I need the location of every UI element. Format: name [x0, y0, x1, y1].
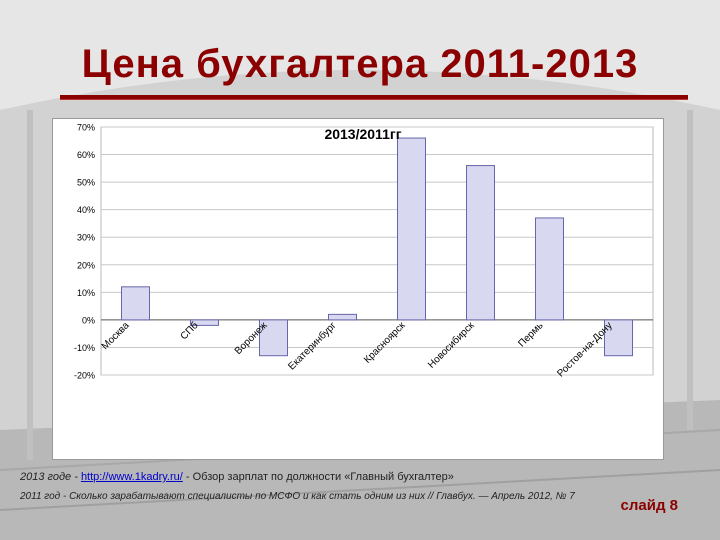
y-axis-ticks: 70% 60% 50% 40% 30% 20% 10% 0% -10% -20% [74, 123, 95, 381]
bar [190, 319, 219, 326]
slide-title: Цена бухгалтера 2011-2013 [81, 42, 639, 86]
bars [121, 137, 633, 357]
bar [397, 137, 426, 321]
y-tick-label: -20% [74, 371, 95, 381]
y-tick-label: 60% [77, 150, 95, 160]
y-tick-label: 30% [77, 233, 95, 243]
bar [121, 286, 150, 321]
y-tick-label: 70% [77, 123, 95, 133]
y-tick-label: 50% [77, 178, 95, 188]
bar [604, 319, 633, 357]
bar [328, 313, 357, 321]
y-tick-label: 10% [77, 288, 95, 298]
footer-source-2013: 2013 годе - http://www.1kadry.ru/ - Обзо… [20, 471, 454, 483]
footer-suffix: - Обзор зарплат по должности «Главный бу… [185, 471, 454, 483]
y-tick-label: 0% [82, 315, 95, 325]
title-underline [60, 95, 688, 100]
chart-title: 2013/2011гг [324, 126, 401, 142]
bar [535, 217, 564, 321]
bar [466, 165, 495, 321]
footer-prefix: 2013 годе - [20, 471, 78, 483]
source-link[interactable]: http://www.1kadry.ru/ [80, 471, 183, 483]
chart-container: 70% 60% 50% 40% 30% 20% 10% 0% -10% -20% Москва СП… [52, 118, 664, 460]
y-tick-label: 40% [77, 205, 95, 215]
bar [259, 319, 288, 357]
footer-source-2011: 2011 год - Сколько зарабатывают специали… [20, 491, 575, 502]
bar-chart: 70%60%50%40%30%20%10%0%-10%-20% Москва СП… [74, 123, 654, 381]
slide-number: слайд 8 [620, 497, 678, 514]
y-tick-label: 20% [77, 260, 95, 270]
y-tick-label: -10% [74, 343, 95, 353]
